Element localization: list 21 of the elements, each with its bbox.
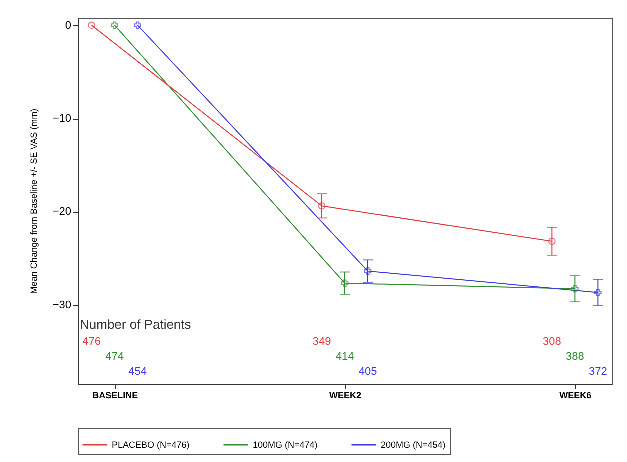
y-tick-label: 0 (65, 20, 72, 32)
annotation: 308 (542, 336, 562, 348)
y-axis-title: Mean Change from Baseline +/- SE VAS (mm) (28, 108, 39, 294)
y-tick-label: −30 (52, 299, 72, 312)
annotation: 476 (82, 336, 102, 348)
y-tick-label: −20 (52, 206, 72, 218)
annotation: 474 (106, 351, 124, 363)
annotation: 405 (358, 366, 378, 378)
legend-label: 200MG (N=454) (381, 440, 446, 450)
x-tick-label: BASELINE (92, 390, 138, 400)
annotation: 414 (336, 351, 354, 363)
annotation: 454 (128, 366, 148, 378)
x-tick-label: WEEK2 (329, 390, 362, 400)
y-tick-label: −10 (52, 113, 72, 126)
x-tick-label: WEEK6 (560, 390, 592, 400)
legend-label: PLACEBO (N=476) (112, 440, 190, 450)
annotation: 388 (566, 351, 584, 363)
legend-label: 100MG (N=474) (253, 440, 318, 450)
annotation: Number of Patients (80, 317, 192, 332)
annotation: 349 (312, 336, 332, 348)
annotation: 372 (588, 366, 608, 378)
